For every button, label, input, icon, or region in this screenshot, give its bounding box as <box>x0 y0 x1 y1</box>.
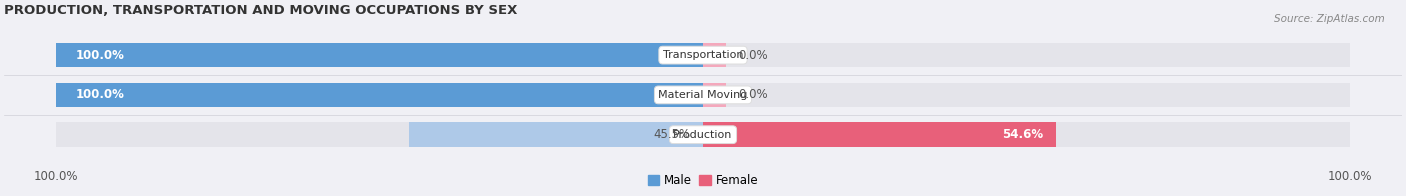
Bar <box>56 43 703 67</box>
Text: 54.6%: 54.6% <box>1002 128 1043 141</box>
Legend: Male, Female: Male, Female <box>645 172 761 189</box>
Bar <box>703 122 1056 147</box>
Text: 0.0%: 0.0% <box>738 88 768 101</box>
Text: Material Moving: Material Moving <box>658 90 748 100</box>
Bar <box>703 43 725 67</box>
Text: 100.0%: 100.0% <box>76 88 124 101</box>
Text: PRODUCTION, TRANSPORTATION AND MOVING OCCUPATIONS BY SEX: PRODUCTION, TRANSPORTATION AND MOVING OC… <box>4 4 517 17</box>
Text: 100.0%: 100.0% <box>76 49 124 62</box>
Bar <box>703 83 725 107</box>
Text: 0.0%: 0.0% <box>738 49 768 62</box>
Text: Transportation: Transportation <box>662 50 744 60</box>
Bar <box>56 83 703 107</box>
Bar <box>56 83 1350 107</box>
Bar <box>56 43 1350 67</box>
Text: 45.5%: 45.5% <box>652 128 690 141</box>
Bar <box>56 122 1350 147</box>
Bar <box>409 122 703 147</box>
Text: Production: Production <box>673 130 733 140</box>
Text: Source: ZipAtlas.com: Source: ZipAtlas.com <box>1274 14 1385 24</box>
